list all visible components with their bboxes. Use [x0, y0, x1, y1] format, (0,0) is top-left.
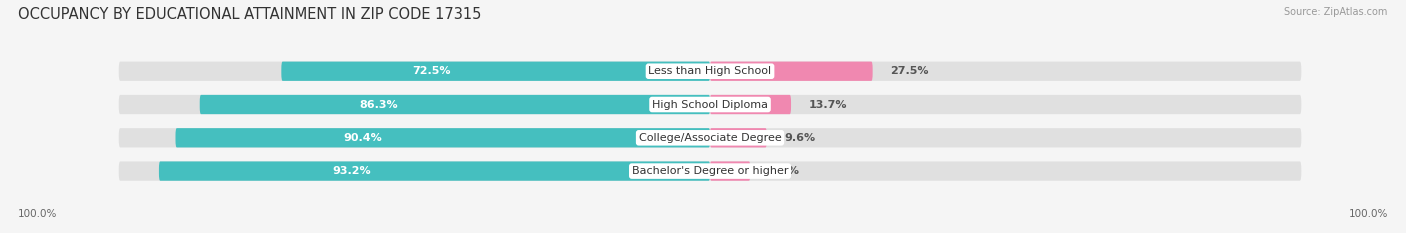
FancyBboxPatch shape — [710, 161, 751, 181]
Text: 13.7%: 13.7% — [808, 99, 848, 110]
Text: 86.3%: 86.3% — [359, 99, 398, 110]
Text: 9.6%: 9.6% — [785, 133, 815, 143]
FancyBboxPatch shape — [159, 161, 710, 181]
Text: College/Associate Degree: College/Associate Degree — [638, 133, 782, 143]
FancyBboxPatch shape — [710, 128, 766, 147]
Text: 72.5%: 72.5% — [412, 66, 451, 76]
FancyBboxPatch shape — [118, 95, 1302, 114]
Text: Less than High School: Less than High School — [648, 66, 772, 76]
Text: OCCUPANCY BY EDUCATIONAL ATTAINMENT IN ZIP CODE 17315: OCCUPANCY BY EDUCATIONAL ATTAINMENT IN Z… — [18, 7, 482, 22]
Text: 100.0%: 100.0% — [18, 209, 58, 219]
FancyBboxPatch shape — [176, 128, 710, 147]
Text: 6.8%: 6.8% — [768, 166, 799, 176]
Text: 93.2%: 93.2% — [332, 166, 371, 176]
FancyBboxPatch shape — [710, 95, 792, 114]
FancyBboxPatch shape — [118, 128, 1302, 147]
FancyBboxPatch shape — [710, 62, 873, 81]
FancyBboxPatch shape — [118, 62, 1302, 81]
Text: Source: ZipAtlas.com: Source: ZipAtlas.com — [1284, 7, 1388, 17]
Text: 100.0%: 100.0% — [1348, 209, 1388, 219]
FancyBboxPatch shape — [118, 161, 1302, 181]
FancyBboxPatch shape — [200, 95, 710, 114]
Text: 90.4%: 90.4% — [343, 133, 382, 143]
Text: Bachelor's Degree or higher: Bachelor's Degree or higher — [631, 166, 789, 176]
FancyBboxPatch shape — [281, 62, 710, 81]
Text: 27.5%: 27.5% — [890, 66, 929, 76]
Text: High School Diploma: High School Diploma — [652, 99, 768, 110]
